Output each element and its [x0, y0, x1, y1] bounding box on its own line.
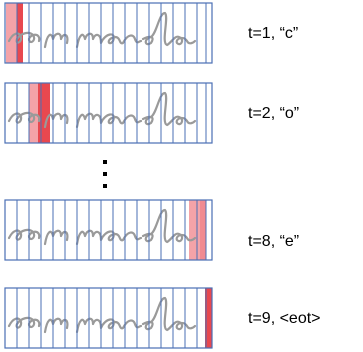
row-3: t=8, “e”: [5, 200, 299, 260]
step-label: t=1, “c”: [248, 25, 298, 42]
row-1: t=1, “c”: [5, 3, 298, 63]
row-2: t=2, “o”: [5, 83, 299, 143]
step-label: t=8, “e”: [248, 233, 299, 250]
row-4: t=9, <eot>: [5, 288, 321, 348]
step-label: t=2, “o”: [248, 105, 299, 122]
diagram: t=1, “c” t=2, “o” t=8, “e” t=9, <eot>: [0, 0, 363, 352]
ellipsis: [103, 160, 107, 188]
step-label: t=9, <eot>: [248, 310, 321, 327]
